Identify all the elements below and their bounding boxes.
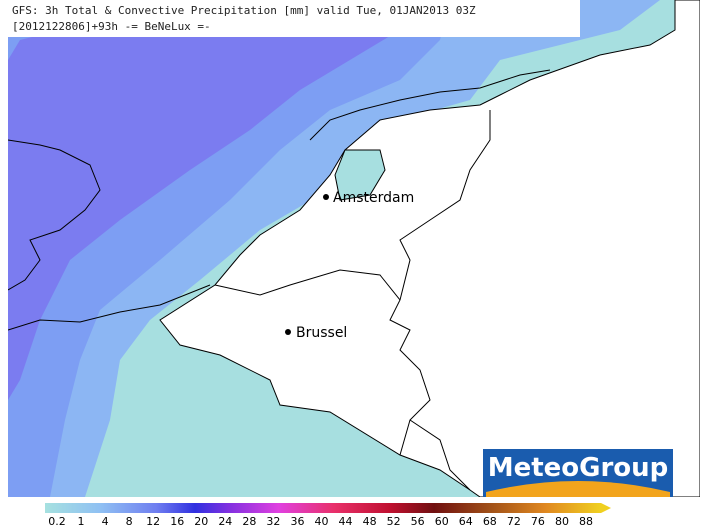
border	[399, 110, 491, 301]
legend-label: 56	[411, 515, 425, 528]
legend-label: 68	[483, 515, 497, 528]
legend-label: 72	[507, 515, 521, 528]
coastline	[8, 284, 211, 331]
legend-label: 20	[194, 515, 208, 528]
city-dot	[323, 194, 329, 200]
legend-label: 40	[315, 515, 329, 528]
title-box	[8, 0, 580, 37]
legend-label: 1	[78, 515, 85, 528]
legend-label: 52	[387, 515, 401, 528]
legend-label: 4	[102, 515, 109, 528]
border	[214, 269, 431, 456]
legend-label: 36	[290, 515, 304, 528]
legend-label: 76	[531, 515, 545, 528]
legend-label: 88	[579, 515, 593, 528]
legend-label: 8	[126, 515, 133, 528]
legend-label: 80	[555, 515, 569, 528]
logo-swoosh	[486, 481, 670, 497]
legend-labels: 0.2 1 4 8 12 16 20 24 28 32 36 40 44 48 52 56 60 64 68 72 76…	[48, 515, 593, 528]
legend-label: 24	[218, 515, 232, 528]
coastline	[309, 69, 551, 141]
city-label: Amsterdam	[333, 190, 414, 206]
legend-label: 32	[266, 515, 280, 528]
map	[8, 0, 700, 497]
title: GFS: 3h Total & Convective Precipitation…	[12, 4, 476, 17]
legend-label: 0.2	[48, 515, 66, 528]
legend-label: 44	[339, 515, 353, 528]
city-dot	[285, 329, 291, 335]
precip-band	[8, 0, 420, 400]
land	[159, 0, 700, 497]
city-label: Brussel	[296, 325, 347, 341]
legend-label: 60	[435, 515, 449, 528]
color-scale-arrow	[601, 503, 611, 513]
legend-label: 64	[459, 515, 473, 528]
border	[409, 419, 471, 491]
legend-label: 28	[242, 515, 256, 528]
logo-text: MeteoGroup	[488, 453, 669, 483]
legend-label: 48	[363, 515, 377, 528]
coastline	[8, 139, 101, 291]
lake	[334, 149, 386, 201]
subtitle: [2012122806]+93h -= BeNeLux =-	[12, 20, 211, 33]
legend-label: 12	[146, 515, 160, 528]
color-scale	[45, 503, 601, 513]
legend-label: 16	[170, 515, 184, 528]
